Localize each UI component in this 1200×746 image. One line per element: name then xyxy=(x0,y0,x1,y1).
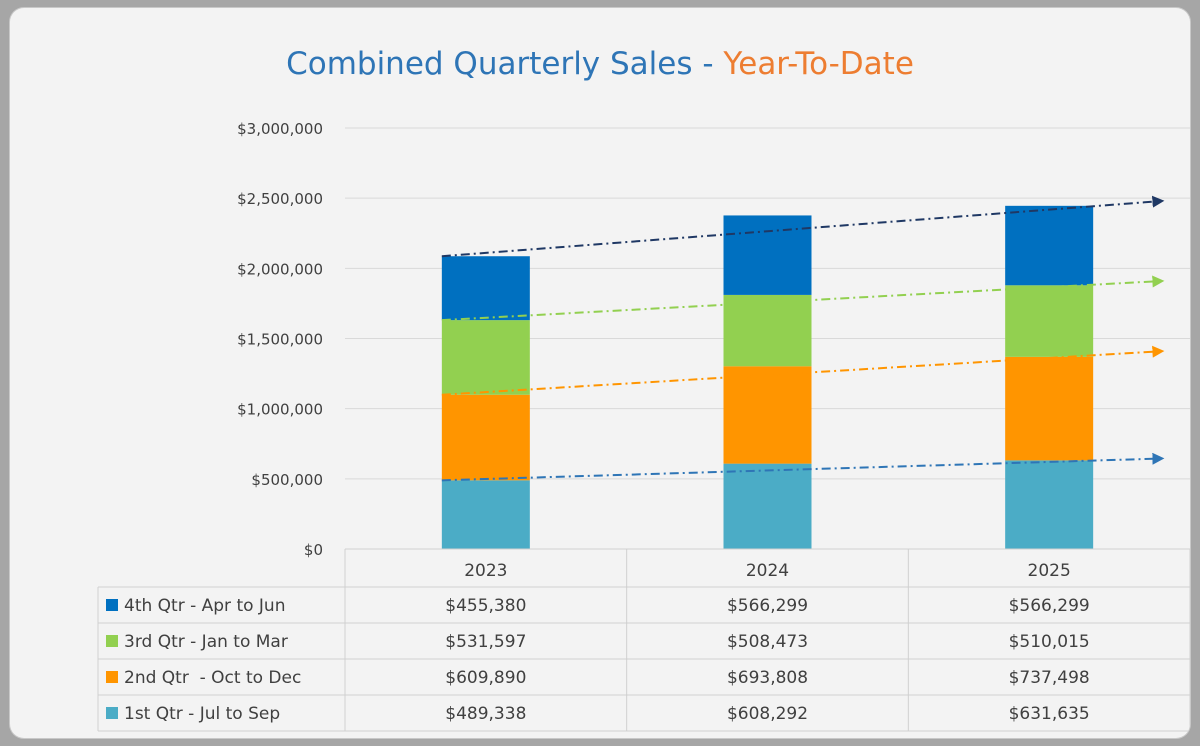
legend-swatch xyxy=(106,671,118,683)
trendline xyxy=(441,195,1165,258)
stacked-bar-chart: Combined Quarterly Sales - Year-To-Date … xyxy=(97,46,1190,732)
bar-segment xyxy=(723,463,812,549)
legend-label: 2nd Qtr - Oct to Dec xyxy=(124,668,301,688)
chart-title-highlight: Year-To-Date xyxy=(722,46,913,82)
y-tick-label: $2,500,000 xyxy=(237,190,323,208)
data-label: $631,635 xyxy=(1009,704,1090,724)
legend-label: 1st Qtr - Jul to Sep xyxy=(124,704,280,724)
chart-title-main: Combined Quarterly Sales - xyxy=(286,46,723,82)
data-table: 2023 2024 2025 4th Qtr - Apr to Jun $455,380… xyxy=(97,548,1190,732)
data-label: $566,299 xyxy=(1009,596,1090,616)
bar-segment xyxy=(1005,205,1094,286)
legend-swatch xyxy=(106,707,118,719)
legend-swatch xyxy=(106,599,118,611)
data-label: $508,473 xyxy=(727,632,808,652)
bar-segment xyxy=(1005,460,1094,549)
bar-segment xyxy=(723,294,812,367)
bar-segment xyxy=(441,394,530,481)
chart-card: Combined Quarterly Sales - Year-To-Date … xyxy=(10,8,1190,738)
bar-segment xyxy=(1005,285,1094,357)
trendlines xyxy=(441,195,1165,482)
bar-segment xyxy=(723,215,812,295)
category-label: 2024 xyxy=(746,561,789,581)
data-label: $510,015 xyxy=(1009,632,1090,652)
bar-segment xyxy=(1005,356,1094,461)
trendline xyxy=(441,345,1165,396)
data-label: $531,597 xyxy=(445,632,526,652)
data-label: $737,498 xyxy=(1009,668,1090,688)
bar-segment xyxy=(441,320,530,395)
data-label: $609,890 xyxy=(445,668,526,688)
data-label: $608,292 xyxy=(727,704,808,724)
trendline xyxy=(441,275,1165,322)
data-label: $455,380 xyxy=(445,596,526,616)
y-tick-label: $0 xyxy=(304,541,323,559)
data-label: $566,299 xyxy=(727,596,808,616)
category-label: 2025 xyxy=(1028,561,1071,581)
y-tick-label: $1,500,000 xyxy=(237,331,323,349)
bar-segment xyxy=(441,480,530,549)
y-tick-label: $3,000,000 xyxy=(237,120,323,138)
legend-swatch xyxy=(106,635,118,647)
y-tick-label: $500,000 xyxy=(251,471,323,489)
data-label: $693,808 xyxy=(727,668,808,688)
bar-segment xyxy=(441,256,530,321)
category-label: 2023 xyxy=(464,561,507,581)
legend-label: 4th Qtr - Apr to Jun xyxy=(124,596,285,616)
y-tick-label: $1,000,000 xyxy=(237,401,323,419)
trendline xyxy=(441,452,1165,482)
bar-segment xyxy=(723,366,812,464)
bars xyxy=(441,205,1094,549)
y-tick-label: $2,000,000 xyxy=(237,260,323,278)
legend-label: 3rd Qtr - Jan to Mar xyxy=(124,632,288,652)
chart-title: Combined Quarterly Sales - Year-To-Date xyxy=(286,46,914,82)
data-label: $489,338 xyxy=(445,704,526,724)
y-axis: $0 $500,000 $1,000,000 $1,500,000 $2,000,000… xyxy=(237,120,323,559)
